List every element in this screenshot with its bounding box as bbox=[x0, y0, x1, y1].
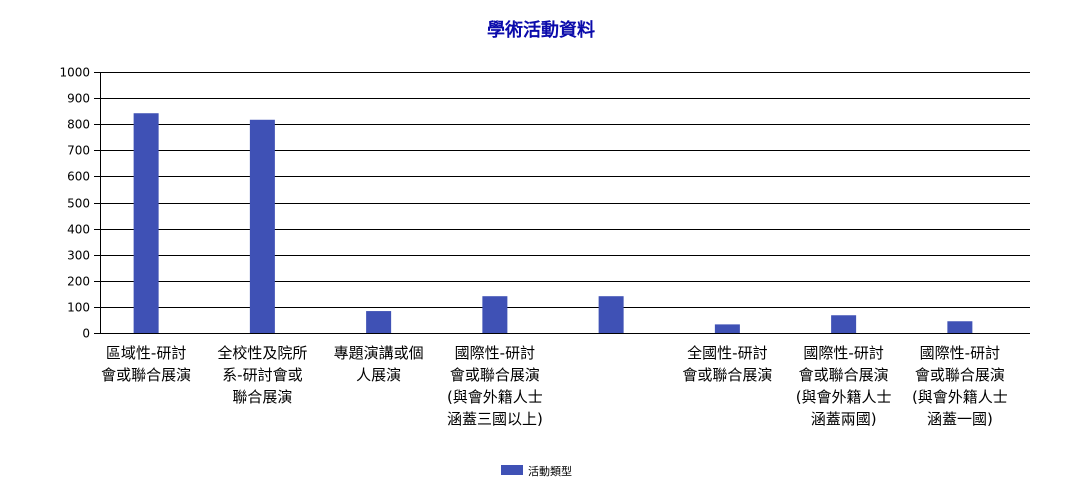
x-tick-label-line: 會或聯合展演 bbox=[915, 366, 1005, 384]
x-tick-label-line: 聯合展演 bbox=[232, 388, 292, 406]
bar bbox=[831, 315, 857, 333]
x-tick-label-line: 會或聯合展演 bbox=[682, 366, 772, 384]
y-tick-label: 900 bbox=[67, 92, 90, 106]
y-axis-ticks: 0 100 200 300 400 500 600 700 800 900 1000 bbox=[59, 66, 100, 341]
x-tick-label-line: (與會外籍人士 bbox=[912, 388, 1008, 406]
x-tick-label: 國際性-研討會或聯合展演 (與會外籍人士涵蓋兩國) bbox=[796, 344, 892, 428]
x-tick-label-line: 會或聯合展演 bbox=[450, 366, 540, 384]
x-tick-label-line: 國際性-研討 bbox=[920, 344, 1000, 362]
x-tick-label: 國際性-研討會或聯合展演 (與會外籍人士涵蓋三國以上) bbox=[447, 344, 543, 428]
y-tick-label: 1000 bbox=[59, 66, 90, 80]
bars bbox=[133, 113, 973, 333]
bar bbox=[714, 324, 740, 333]
x-tick-label-line: 國際性-研討 bbox=[455, 344, 535, 362]
y-tick-label: 800 bbox=[67, 118, 90, 132]
y-tick-label: 200 bbox=[67, 275, 90, 289]
x-tick-label-line: 專題演講或個 bbox=[334, 344, 424, 362]
y-tick-label: 600 bbox=[67, 170, 90, 184]
bar bbox=[947, 321, 973, 333]
x-tick-label: 區域性-研討會或聯合展演 bbox=[101, 344, 191, 384]
x-tick-label-line: (與會外籍人士 bbox=[447, 388, 543, 406]
x-tick-label-line: 會或聯合展演 bbox=[101, 366, 191, 384]
y-tick-label: 300 bbox=[67, 249, 90, 263]
x-tick-label-line: 國際性-研討 bbox=[803, 344, 883, 362]
chart-title: 學術活動資料 bbox=[487, 19, 595, 41]
legend: 活動類型 bbox=[501, 464, 572, 478]
bar bbox=[598, 296, 624, 333]
x-tick-label: 專題演講或個人展演 bbox=[334, 344, 424, 384]
x-tick-label: 全校性及院所系-研討會或聯合展演 bbox=[217, 344, 307, 406]
x-axis-labels: 區域性-研討會或聯合展演全校性及院所系-研討會或聯合展演專題演講或個人展演國際性… bbox=[101, 344, 1008, 428]
x-tick-label-line: 全國性-研討 bbox=[687, 344, 767, 362]
legend-swatch bbox=[501, 465, 523, 475]
x-tick-label-line: 會或聯合展演 bbox=[799, 366, 889, 384]
bar bbox=[133, 113, 159, 333]
y-tick-label: 500 bbox=[67, 197, 90, 211]
y-tick-label: 400 bbox=[67, 223, 90, 237]
x-tick-label-line: 系-研討會或 bbox=[222, 366, 302, 384]
bar bbox=[366, 311, 392, 333]
x-tick-label-line: 區域性-研討 bbox=[106, 344, 186, 362]
grid-lines bbox=[100, 72, 1030, 334]
x-tick-label-line: 涵蓋兩國) bbox=[811, 410, 877, 428]
x-tick-label-line: 全校性及院所 bbox=[217, 344, 307, 362]
x-tick-label-line: 人展演 bbox=[356, 366, 401, 384]
y-tick-label: 100 bbox=[67, 301, 90, 315]
y-tick-label: 700 bbox=[67, 144, 90, 158]
x-tick-label-line: 涵蓋一國) bbox=[927, 410, 993, 428]
x-tick-label: 全國性-研討會或聯合展演 bbox=[682, 344, 772, 384]
x-tick-label-line: 涵蓋三國以上) bbox=[447, 410, 543, 428]
legend-label: 活動類型 bbox=[528, 464, 572, 478]
y-tick-label: 0 bbox=[82, 327, 90, 341]
bar bbox=[482, 296, 508, 333]
bar bbox=[249, 119, 275, 333]
x-tick-label: 國際性-研討會或聯合展演 (與會外籍人士涵蓋一國) bbox=[912, 344, 1008, 428]
x-tick-label-line: (與會外籍人士 bbox=[796, 388, 892, 406]
